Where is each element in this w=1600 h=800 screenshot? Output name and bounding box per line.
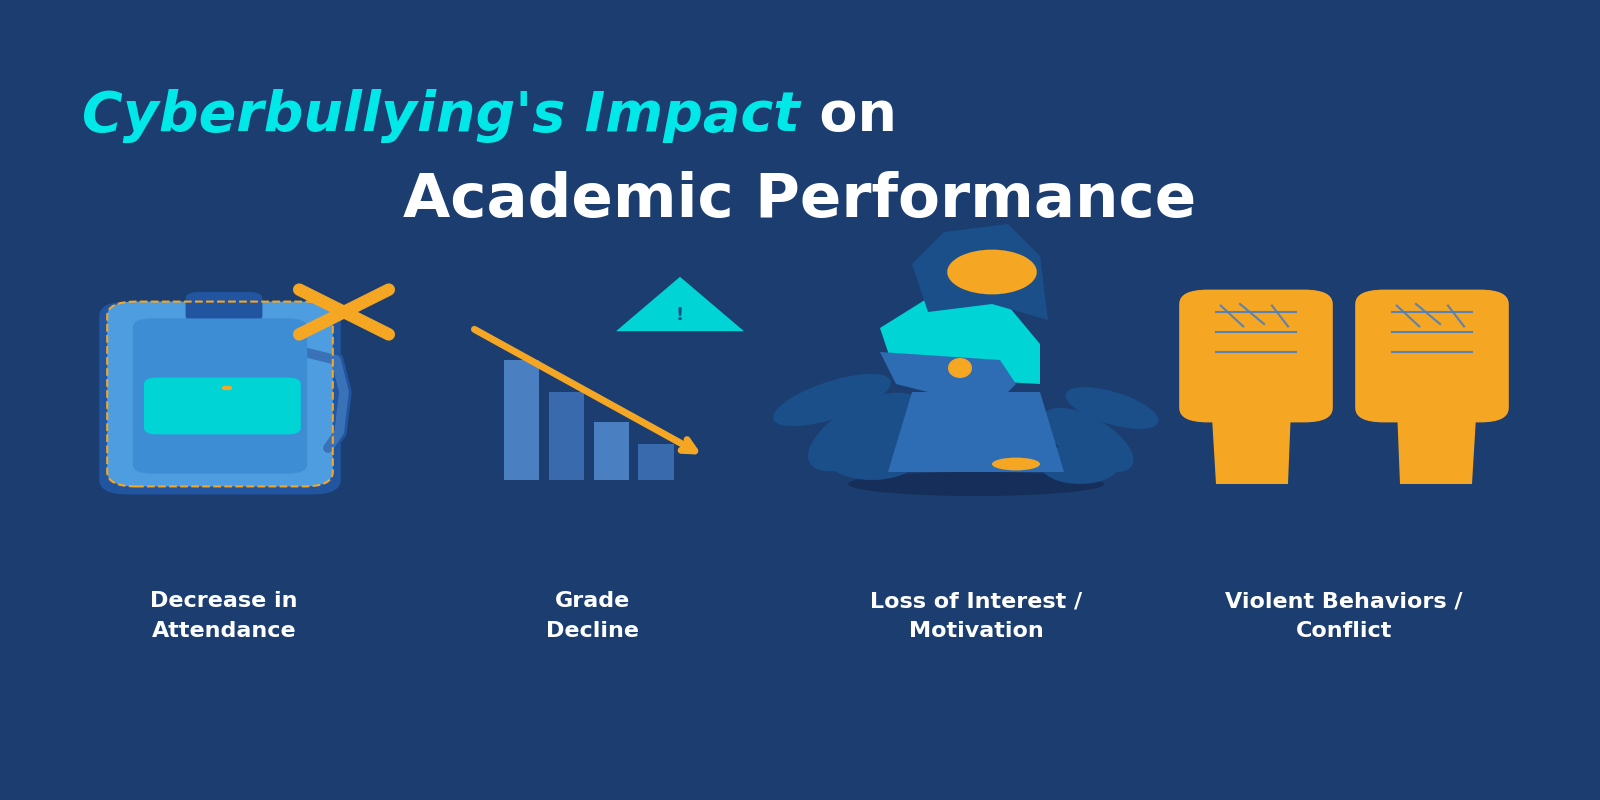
Polygon shape bbox=[880, 352, 1016, 408]
Polygon shape bbox=[1397, 404, 1477, 484]
Text: Academic Performance: Academic Performance bbox=[403, 170, 1197, 230]
Text: Violent Behaviors /
Conflict: Violent Behaviors / Conflict bbox=[1226, 591, 1462, 641]
Ellipse shape bbox=[1043, 408, 1133, 472]
FancyBboxPatch shape bbox=[99, 302, 341, 494]
Polygon shape bbox=[616, 277, 744, 331]
FancyArrowPatch shape bbox=[475, 330, 694, 451]
Ellipse shape bbox=[947, 358, 973, 378]
Circle shape bbox=[947, 250, 1037, 294]
FancyBboxPatch shape bbox=[638, 444, 674, 480]
Ellipse shape bbox=[848, 472, 1104, 496]
Polygon shape bbox=[888, 392, 1064, 472]
Circle shape bbox=[1208, 291, 1246, 310]
FancyBboxPatch shape bbox=[594, 422, 629, 480]
Circle shape bbox=[1237, 291, 1275, 310]
Circle shape bbox=[1384, 291, 1422, 310]
Circle shape bbox=[1266, 291, 1304, 310]
Ellipse shape bbox=[824, 432, 920, 480]
Text: Grade
Decline: Grade Decline bbox=[546, 591, 638, 641]
FancyBboxPatch shape bbox=[133, 318, 307, 474]
FancyBboxPatch shape bbox=[504, 360, 539, 480]
Polygon shape bbox=[912, 224, 1048, 320]
Circle shape bbox=[1442, 291, 1480, 310]
Text: !: ! bbox=[675, 306, 685, 324]
Polygon shape bbox=[880, 288, 1040, 384]
FancyBboxPatch shape bbox=[1179, 290, 1333, 422]
Ellipse shape bbox=[992, 458, 1040, 470]
FancyBboxPatch shape bbox=[549, 392, 584, 480]
Text: Loss of Interest /
Motivation: Loss of Interest / Motivation bbox=[870, 591, 1082, 641]
Ellipse shape bbox=[1040, 444, 1120, 484]
FancyBboxPatch shape bbox=[144, 378, 301, 434]
Text: Cyberbullying's Impact: Cyberbullying's Impact bbox=[82, 89, 800, 143]
Ellipse shape bbox=[1066, 387, 1158, 429]
Text: Decrease in
Attendance: Decrease in Attendance bbox=[150, 591, 298, 641]
FancyBboxPatch shape bbox=[107, 302, 333, 486]
Ellipse shape bbox=[773, 374, 891, 426]
Ellipse shape bbox=[808, 393, 920, 471]
FancyBboxPatch shape bbox=[1355, 290, 1509, 422]
FancyBboxPatch shape bbox=[186, 292, 262, 322]
Polygon shape bbox=[1211, 404, 1291, 484]
Text: on: on bbox=[800, 89, 898, 143]
Circle shape bbox=[1413, 291, 1451, 310]
